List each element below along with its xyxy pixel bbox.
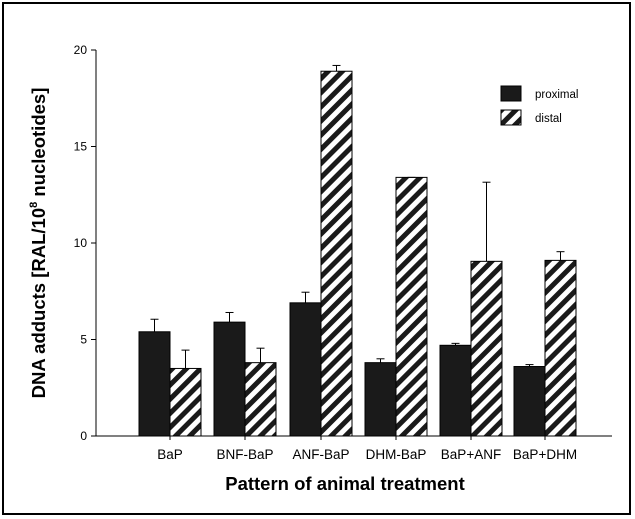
y-tick-label: 5 — [80, 333, 87, 347]
bar-distal — [320, 70, 353, 437]
y-tick-label: 20 — [74, 43, 88, 57]
y-axis-title: DNA adducts [RAL/108 nucleotides] — [28, 88, 49, 399]
legend-swatch-distal — [500, 109, 522, 126]
chart-frame — [2, 2, 631, 515]
bar-proximal — [213, 321, 246, 437]
y-tick-label: 0 — [80, 429, 87, 443]
y-tick-label: 15 — [74, 140, 88, 154]
bar-distal — [395, 176, 428, 437]
bar-distal — [470, 260, 503, 437]
x-axis-title: Pattern of animal treatment — [225, 473, 465, 494]
x-tick-label: BaP — [157, 447, 183, 462]
legend-swatch-proximal — [500, 85, 522, 102]
labels: BaP BNF-BaP ANF-BaP DHM-BaP BaP+ANF BaP+DHM Pa… — [28, 88, 577, 494]
x-tick-label: ANF-BaP — [292, 447, 349, 462]
bar-distal — [169, 367, 202, 437]
bar-proximal — [513, 366, 546, 437]
x-tick-label: BaP+ANF — [441, 447, 501, 462]
y-tick-label: 10 — [74, 236, 88, 250]
legend: proximal distal — [500, 85, 578, 126]
bar-proximal — [439, 344, 472, 437]
legend-label-proximal: proximal — [535, 89, 578, 101]
x-tick-label: BNF-BaP — [216, 447, 273, 462]
bar-proximal — [289, 302, 322, 437]
bar-distal — [244, 362, 277, 437]
x-tick-label: DHM-BaP — [366, 447, 427, 462]
bar-proximal — [138, 331, 171, 437]
bars — [138, 64, 577, 437]
bar-proximal — [364, 362, 397, 437]
legend-label-distal: distal — [535, 113, 562, 125]
bar-distal — [544, 259, 577, 437]
x-tick-label: BaP+DHM — [513, 447, 577, 462]
